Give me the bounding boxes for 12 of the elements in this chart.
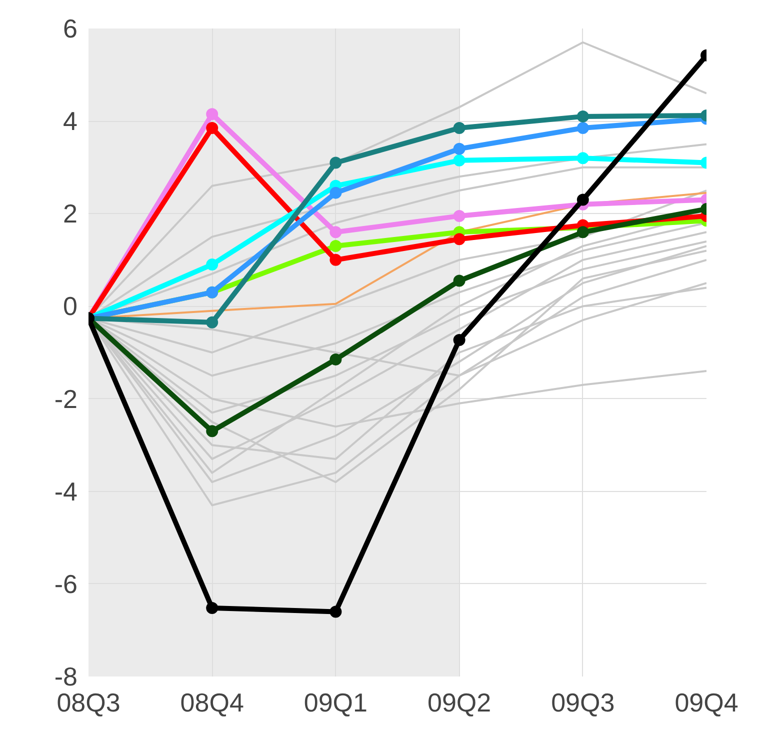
x-tick-label: 09Q2 <box>428 688 492 718</box>
y-tick-label: -4 <box>54 476 78 506</box>
x-tick-label: 08Q4 <box>180 688 244 718</box>
y-tick-label: 6 <box>63 14 78 44</box>
y-tick-label: -6 <box>54 568 78 599</box>
y-tick-label: -2 <box>54 384 78 414</box>
y-tick-label: 2 <box>63 198 78 229</box>
x-tick-label: 09Q1 <box>304 688 368 718</box>
x-tick-label: 09Q4 <box>674 688 738 718</box>
y-tick-label: 4 <box>63 106 78 136</box>
y-tick-label: 0 <box>63 291 78 322</box>
x-tick-label: 09Q3 <box>551 688 615 718</box>
